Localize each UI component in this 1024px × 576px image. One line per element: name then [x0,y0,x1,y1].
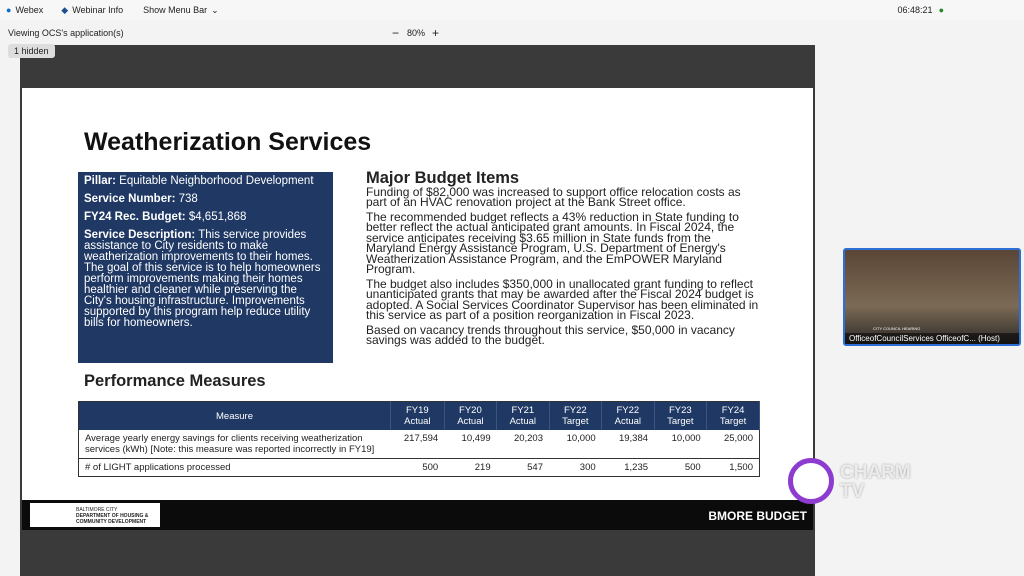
viewing-label: Viewing OCS's application(s) [8,28,124,38]
header-cell: FY21 Actual [496,401,550,430]
pillar-value: Equitable Neighborhood Development [119,175,314,187]
budget-heading: Major Budget Items [366,169,520,187]
status-dot: ● [938,5,944,15]
header-cell: FY23 Target [654,401,708,430]
budget-paragraph: The budget also includes $350,000 in una… [366,276,759,322]
table-cell: 19,384 [601,430,655,459]
pillar-box: Pillar: Equitable Neighborhood Developme… [78,172,333,363]
slide: Weatherization Services Pillar: Equitabl… [22,88,813,500]
pillar-label: Service Description: [84,229,196,241]
hidden-count[interactable]: 1 hidden [8,44,55,58]
table-cell: 547 [496,458,549,477]
pillar-label: Pillar: [84,175,116,187]
pillar-value: This service provides assistance to City… [84,229,321,329]
brand: BMORE BUDGET [708,509,807,523]
pillar-value: $4,651,868 [188,211,247,223]
table-cell: 1,235 [601,458,655,477]
table-cell: Average yearly energy savings for client… [78,430,391,459]
logo-department: DEPARTMENT OF HOUSING & COMMUNITY DEVELO… [76,513,149,525]
zoom-level: 80% [407,28,426,38]
header-row: Measure FY19 Actual FY20 Actual FY21 Actual… [78,401,760,430]
share-bar: Viewing OCS's application(s) − 80% + 1 h… [0,20,1024,58]
budget-items: Major Budget Items Funding of $82,000 wa… [366,169,762,350]
table-cell: 300 [549,458,602,477]
table-cell: 1,500 [706,458,760,477]
menu-toggle[interactable]: Show Menu Bar [143,5,208,15]
budget-paragraph: Based on vacancy trends throughout this … [366,322,735,347]
table-cell: 25,000 [706,430,760,459]
header-cell: Measure [78,401,391,430]
slide-footer: BALTIMORE CITY DEPARTMENT OF HOUSING & C… [22,500,813,530]
header-cell: FY20 Actual [444,401,498,430]
pillar-value: 738 [178,193,198,205]
table-cell: # of LIGHT applications processed [78,458,391,477]
header-cell: FY22 Actual [601,401,655,430]
performance-heading: Performance Measures [84,372,266,390]
slide-title: Weatherization Services [84,128,372,156]
watermark-logo [788,458,834,504]
table-cell: 500 [390,458,445,477]
video-thumbnail[interactable]: CITY COUNCIL HEARING OfficeofCouncilServ… [843,248,1021,346]
header-cell: FY19 Actual [390,401,445,430]
pillar-item: FY24 Rec. Budget: $4,651,868 [84,211,327,223]
table-row: Average yearly energy savings for client… [78,430,760,459]
logo-city: BALTIMORE CITY [76,507,118,513]
logo: BALTIMORE CITY DEPARTMENT OF HOUSING & C… [30,503,160,527]
table-cell: 217,594 [390,430,445,459]
pillar-label: FY24 Rec. Budget: [84,211,186,223]
header-cell: FY22 Target [549,401,603,430]
budget-paragraph: Funding of $82,000 was increased to supp… [366,184,741,209]
video-caption: OfficeofCouncilServices OfficeofC... (Ho… [845,333,1019,344]
webinar-info[interactable]: Webinar Info [72,5,124,15]
performance-table: Measure FY19 Actual FY20 Actual FY21 Actual… [78,401,760,477]
table-cell: 10,499 [444,430,497,459]
table-body: Average yearly energy savings for client… [78,430,760,477]
zoom-out[interactable]: − [392,26,400,40]
table-cell: 20,203 [496,430,549,459]
app-name[interactable]: Webex [15,5,44,15]
chevron: ⌄ [211,4,219,15]
table-cell: 219 [444,458,497,477]
watermark: CHARM TV [840,462,911,502]
video-banner: CITY COUNCIL HEARING [873,326,921,331]
title-bar: ● Webex ◆ Webinar Info Show Menu Bar ⌄ 0… [0,0,1024,20]
pillar-label: Service Number: [84,193,176,205]
header-cell: FY24 Target [706,401,760,430]
pillar-item: Service Description: This service provid… [84,229,327,329]
table-cell: 500 [654,458,707,477]
table-row: # of LIGHT applications processed 500 219 5… [78,458,760,477]
zoom-in[interactable]: + [432,26,440,40]
table-cell: 10,000 [654,430,707,459]
table-cell: 10,000 [549,430,602,459]
budget-paragraph: The recommended budget reflects a 43% re… [366,209,739,276]
pillar-item: Service Number: 738 [84,193,327,205]
clock: 06:48:21 [897,5,933,15]
pillar-item: Pillar: Equitable Neighborhood Developme… [84,175,327,187]
